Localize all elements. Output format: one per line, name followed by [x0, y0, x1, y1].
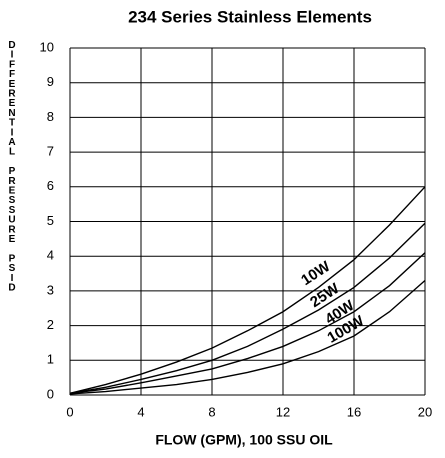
y-tick-label: 0 [47, 386, 54, 401]
line-series [69, 252, 426, 394]
y-tick-label: 10 [40, 39, 54, 54]
chart-title: 234 Series Stainless Elements [128, 7, 372, 26]
y-axis-label: DIFFERENTIAL PRESSURE PSID [7, 40, 18, 292]
y-tick-label: 8 [47, 109, 54, 124]
y-tick-label: 2 [47, 317, 54, 332]
y-tick-label: 1 [47, 352, 54, 367]
x-tick-label: 20 [418, 404, 432, 419]
y-tick-label: 7 [47, 144, 54, 159]
line-series [69, 279, 426, 395]
x-tick-label: 0 [66, 404, 73, 419]
x-tick-label: 16 [347, 404, 361, 419]
y-tick-label: 6 [47, 178, 54, 193]
line-series [69, 186, 426, 394]
y-tick-label: 4 [47, 248, 54, 263]
y-tick-label: 9 [47, 74, 54, 89]
x-axis-label: FLOW (GPM), 100 SSU OIL [155, 432, 333, 448]
x-tick-label: 12 [276, 404, 290, 419]
x-tick-label: 4 [137, 404, 144, 419]
x-tick-label: 8 [208, 404, 215, 419]
line-series [69, 222, 426, 394]
y-tick-label: 3 [47, 282, 54, 297]
y-tick-label: 5 [47, 213, 54, 228]
